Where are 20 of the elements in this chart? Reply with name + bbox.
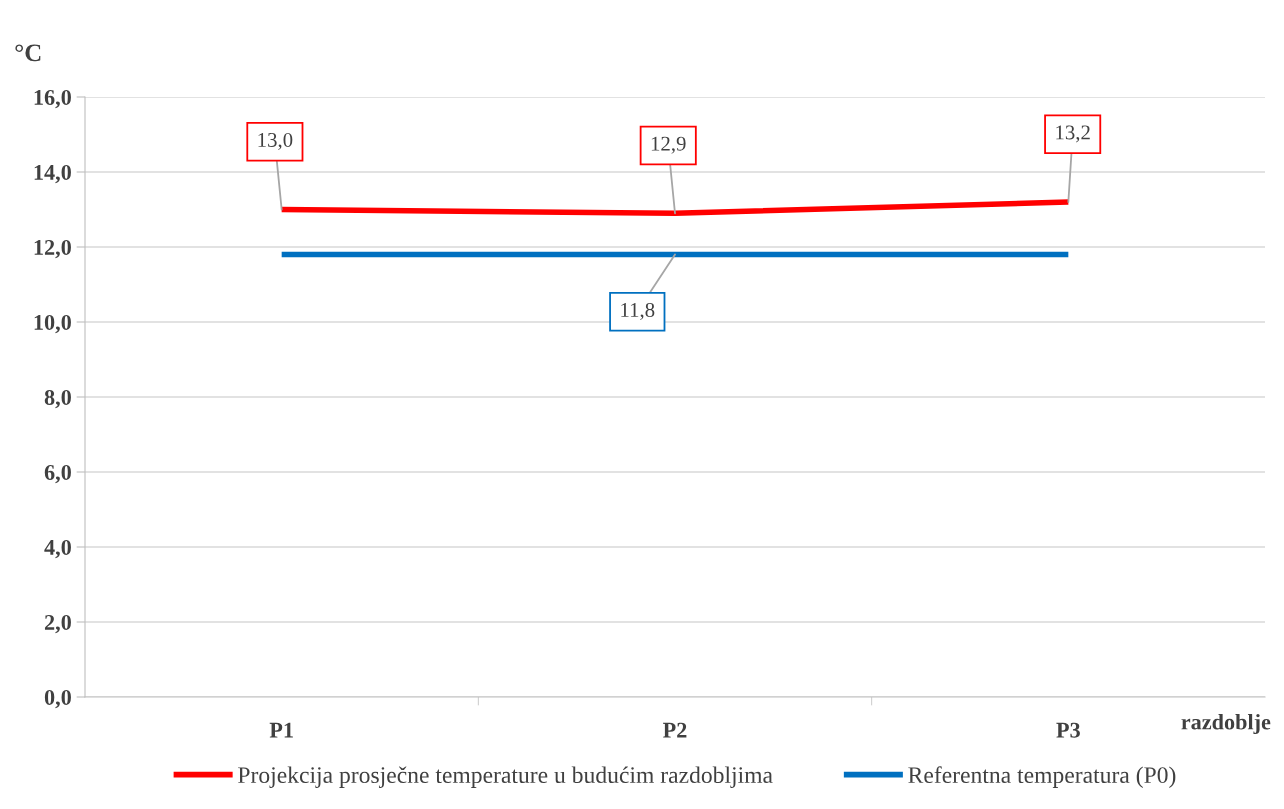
x-tick-label: P3: [1056, 722, 1080, 738]
data-label: 13,0: [258, 132, 293, 150]
y-tick-label: 6,0: [44, 464, 71, 484]
data-label: 13,2: [1056, 125, 1090, 143]
y-tick-label: 4,0: [44, 539, 71, 559]
legend-label: Projekcija prosječne temperature u budućim razdobljima: [238, 766, 773, 788]
y-tick-label: 0,0: [44, 689, 71, 709]
y-axis-title: °C: [15, 44, 41, 62]
x-axis-title: razdoblje: [1181, 713, 1271, 735]
x-tick-label: P2: [663, 722, 687, 738]
data-label: 11,8: [621, 302, 655, 320]
x-tick-label: P1: [269, 722, 293, 738]
legend-label: Referentna temperatura (P0): [908, 766, 1176, 788]
y-tick-label: 10,0: [34, 314, 71, 334]
data-label: 12,9: [651, 136, 686, 154]
y-tick-label: 2,0: [44, 614, 71, 634]
y-tick-label: 12,0: [34, 239, 71, 259]
y-tick-label: 14,0: [34, 164, 71, 184]
y-tick-label: 16,0: [34, 89, 71, 109]
y-tick-label: 8,0: [44, 389, 71, 409]
